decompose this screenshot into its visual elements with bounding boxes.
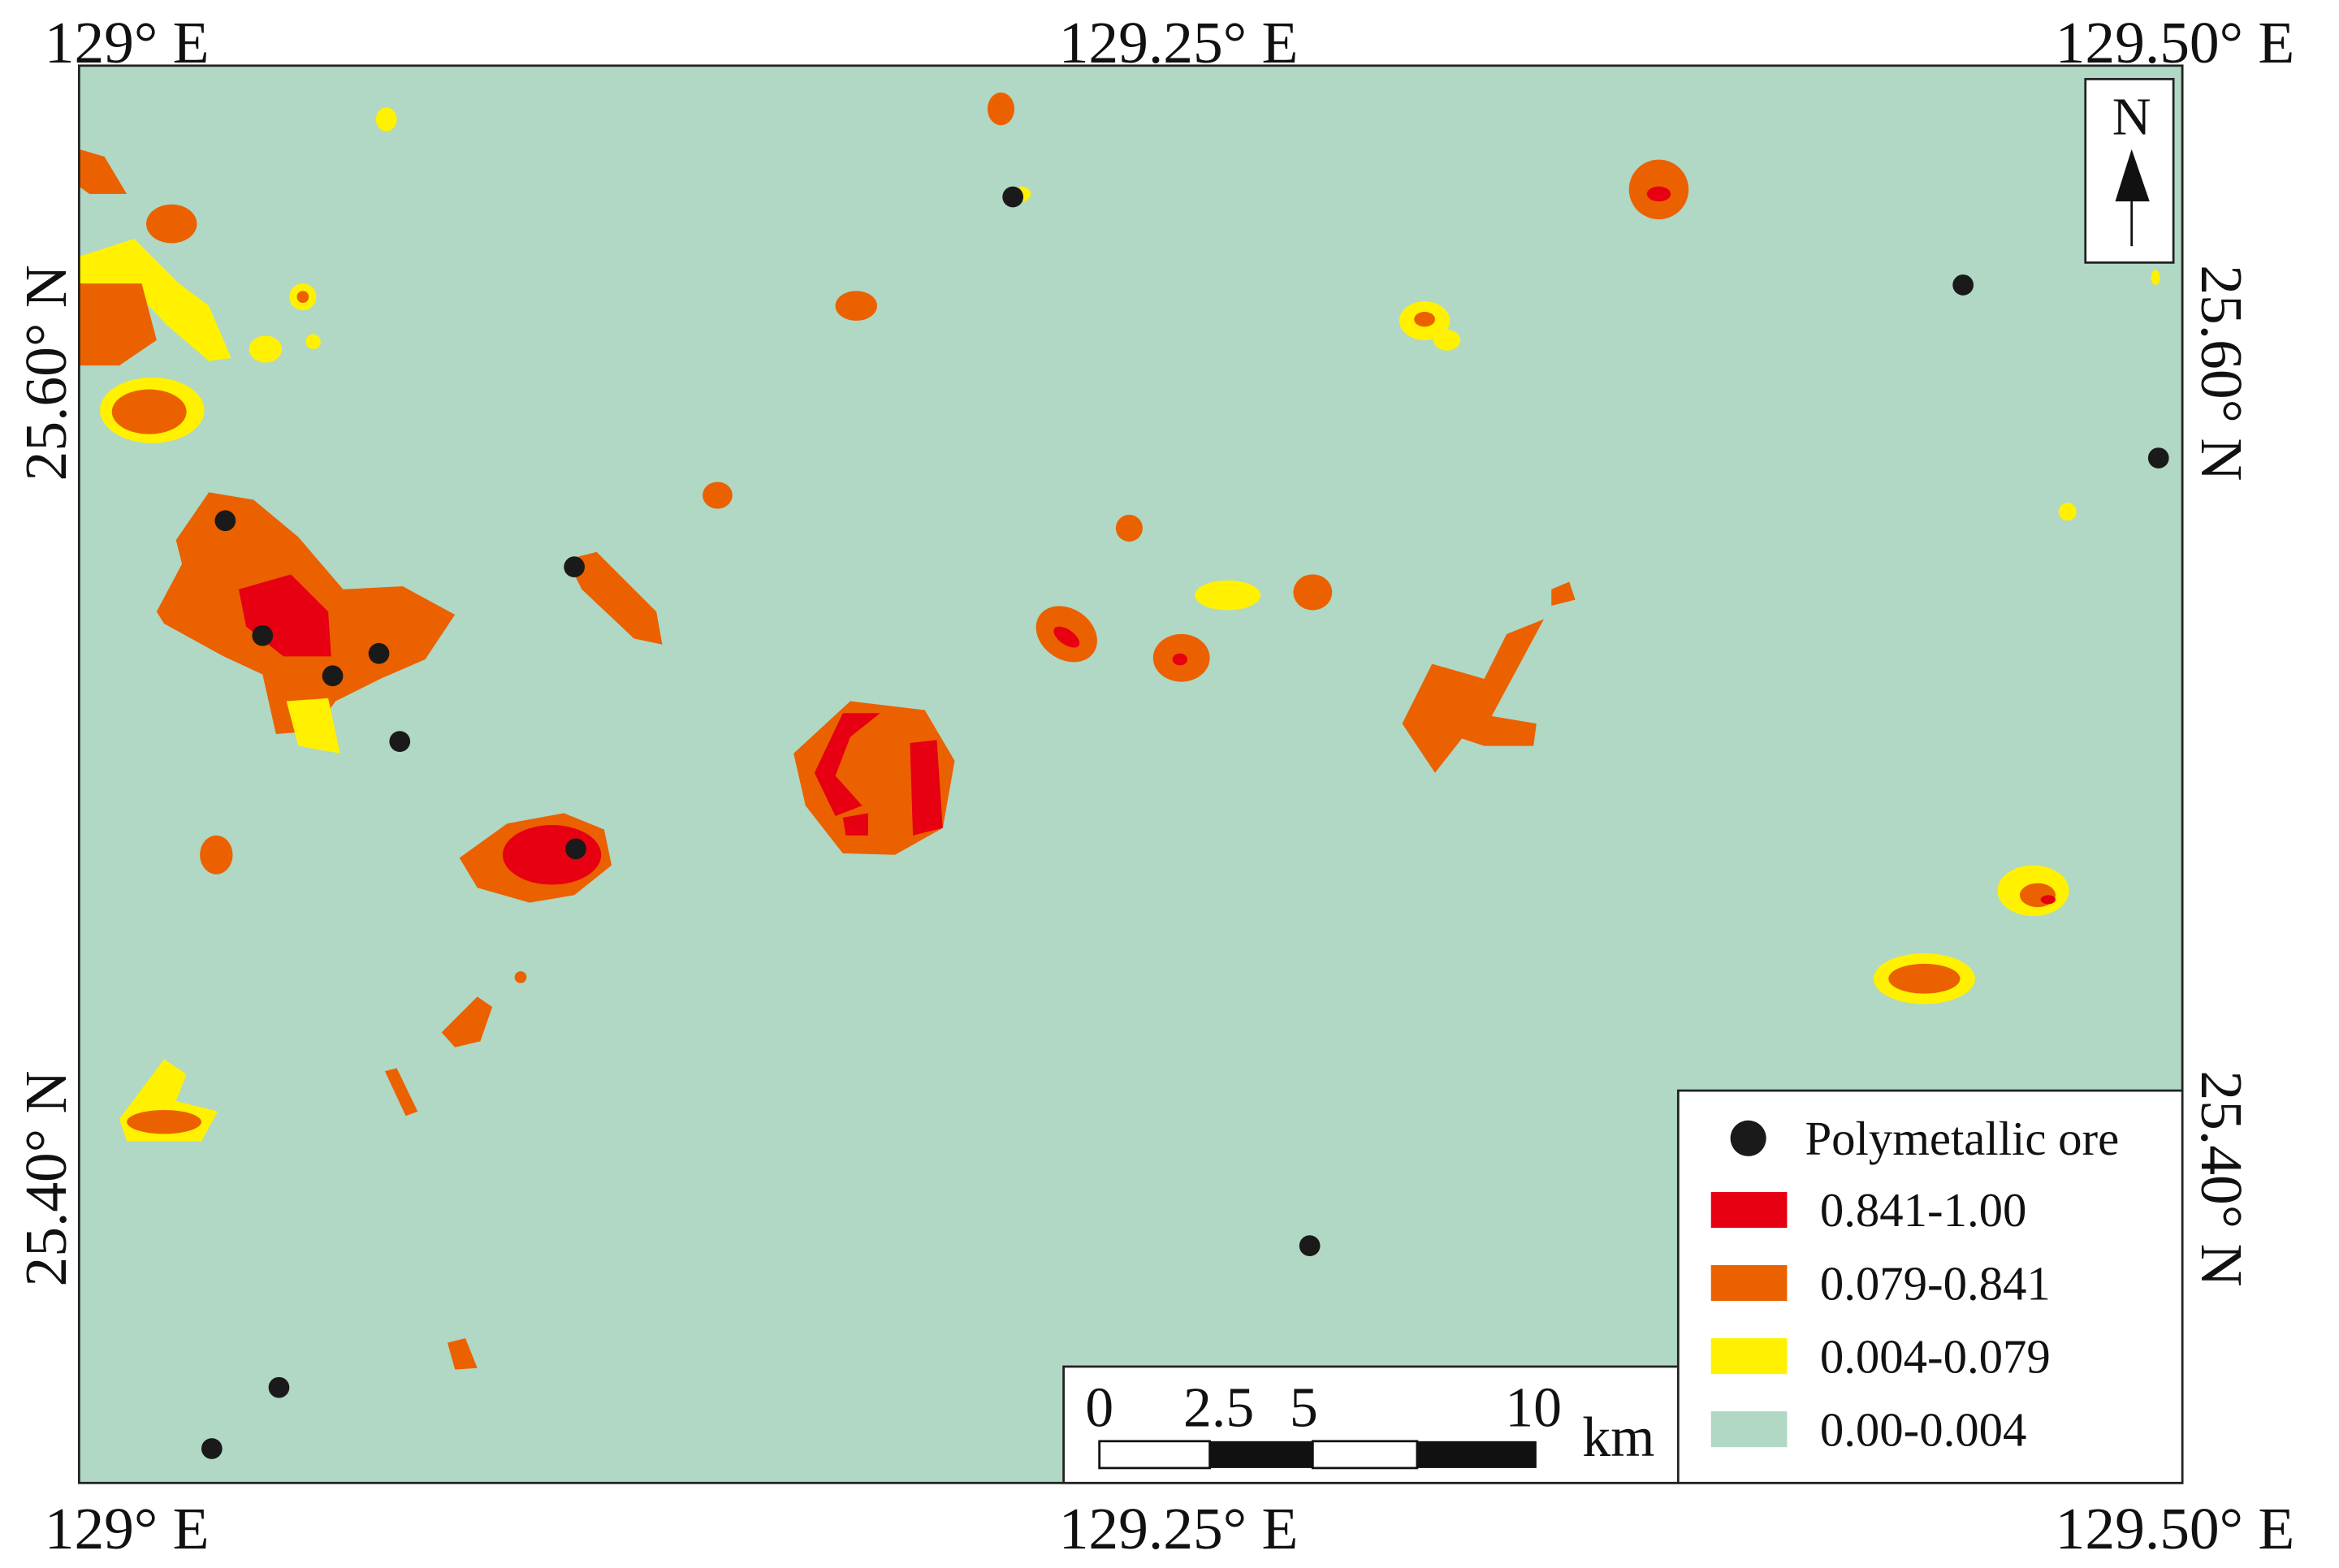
legend-label: 0.004-0.079: [1820, 1330, 2051, 1383]
scale-label: 2.5: [1183, 1376, 1254, 1439]
legend-label: Polymetallic ore: [1805, 1112, 2119, 1165]
top-label: 129.25° E: [1059, 10, 1299, 76]
legend-label: 0.00-0.004: [1820, 1403, 2027, 1456]
left-label: 25.40° N: [13, 1070, 79, 1286]
top-label: 129° E: [45, 10, 210, 76]
right-label: 25.60° N: [2189, 265, 2255, 481]
scale-unit: km: [1582, 1406, 1654, 1469]
bottom-label: 129.50° E: [2056, 1496, 2295, 1562]
anomaly-zones: [79, 92, 2160, 1370]
ore-points: [201, 186, 2169, 1459]
legend-swatch: [1710, 1411, 1788, 1448]
right-label: 25.40° N: [2189, 1070, 2255, 1286]
north-arrow: N: [2084, 77, 2175, 264]
scale-bar: 0 2.5 5 10 km: [1062, 1365, 1680, 1484]
scale-label: 5: [1290, 1376, 1318, 1439]
legend-label: 0.841-1.00: [1820, 1184, 2027, 1237]
scale-label: 0: [1085, 1376, 1113, 1439]
legend-swatch: [1710, 1192, 1788, 1229]
north-label: N: [2112, 87, 2151, 146]
legend: Polymetallic ore 0.841-1.00 0.079-0.841 0.0…: [1676, 1089, 2184, 1484]
legend-label: 0.079-0.841: [1820, 1257, 2051, 1310]
bottom-label: 129° E: [45, 1496, 210, 1562]
left-label: 25.60° N: [13, 265, 79, 481]
bottom-label: 129.25° E: [1059, 1496, 1299, 1562]
top-label: 129.50° E: [2056, 10, 2295, 76]
legend-swatch: [1710, 1265, 1788, 1302]
legend-symbol: [1730, 1120, 1766, 1156]
legend-swatch: [1710, 1338, 1788, 1375]
scale-label: 10: [1505, 1376, 1562, 1439]
